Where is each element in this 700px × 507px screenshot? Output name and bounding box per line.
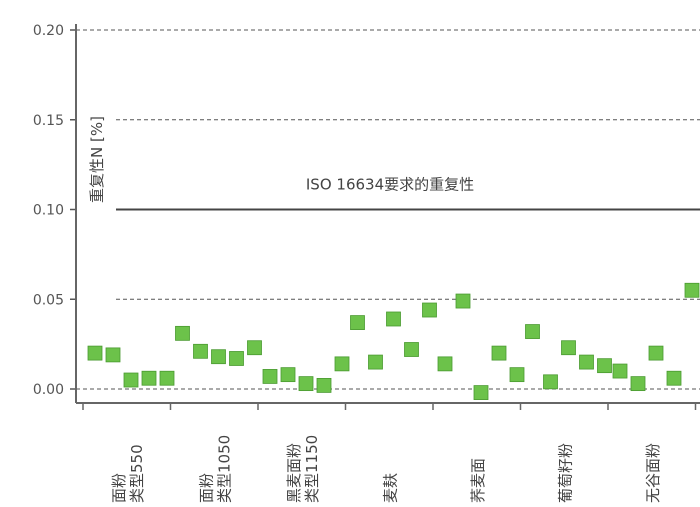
- data-point: [597, 358, 612, 374]
- data-point: [612, 363, 628, 379]
- category-label: 麦麸: [381, 473, 399, 503]
- y-axis-label: 重复性N [%]: [88, 116, 106, 203]
- data-point: [280, 367, 296, 383]
- category-label: 无谷面粉: [644, 443, 662, 503]
- data-point: [630, 376, 646, 392]
- y-tick-label: 0.05: [33, 292, 64, 308]
- data-point: [666, 370, 682, 386]
- x-ticks: [82, 403, 697, 410]
- data-point: [579, 354, 594, 370]
- data-point: [684, 282, 700, 298]
- data-point: [648, 345, 664, 361]
- data-point: [123, 372, 139, 388]
- iso-reference-label: ISO 16634要求的重复性: [306, 176, 474, 194]
- data-point: [368, 354, 383, 370]
- category-label: 黑麦面粉: [285, 443, 303, 503]
- data-point: [159, 370, 175, 386]
- data-point: [561, 340, 576, 356]
- data-point: [525, 324, 540, 339]
- data-point: [543, 374, 558, 390]
- data-point: [473, 385, 489, 400]
- data-points: [87, 282, 700, 400]
- data-point: [247, 340, 262, 356]
- category-labels: 面粉 类型550 面粉 类型1050 黑麦面粉 类型1150 麦麸 荞麦面 葡萄籽粉 无谷面粉: [110, 435, 662, 503]
- data-point: [455, 293, 471, 309]
- data-point: [141, 370, 157, 386]
- data-point: [262, 369, 278, 384]
- category-label: 类型1050: [215, 435, 233, 503]
- data-point: [175, 325, 190, 341]
- data-point: [491, 345, 507, 361]
- data-point: [229, 351, 244, 366]
- data-point: [404, 342, 419, 357]
- data-point: [334, 356, 350, 372]
- category-label: 葡萄籽粉: [556, 443, 574, 503]
- data-point: [437, 356, 453, 372]
- axes: [75, 24, 700, 404]
- y-tick-labels: 0.00 0.05 0.10 0.15 0.20: [33, 23, 64, 398]
- data-point: [422, 302, 437, 318]
- data-point: [193, 343, 208, 359]
- y-tick-label: 0.10: [33, 203, 64, 219]
- data-point: [350, 315, 365, 330]
- data-point: [386, 311, 401, 327]
- data-point: [87, 345, 103, 361]
- data-point: [509, 367, 525, 383]
- category-label: 荞麦面: [469, 458, 487, 503]
- y-tick-label: 0.15: [33, 113, 64, 129]
- category-label: 面粉: [110, 473, 128, 503]
- category-label: 类型550: [128, 444, 146, 503]
- y-tick-label: 0.20: [33, 23, 64, 39]
- data-point: [316, 378, 332, 393]
- category-label: 类型1150: [303, 435, 321, 503]
- y-tick-label: 0.00: [33, 382, 64, 398]
- data-point: [211, 349, 226, 365]
- data-point: [298, 376, 314, 392]
- data-point: [105, 347, 121, 363]
- category-label: 面粉: [197, 473, 215, 503]
